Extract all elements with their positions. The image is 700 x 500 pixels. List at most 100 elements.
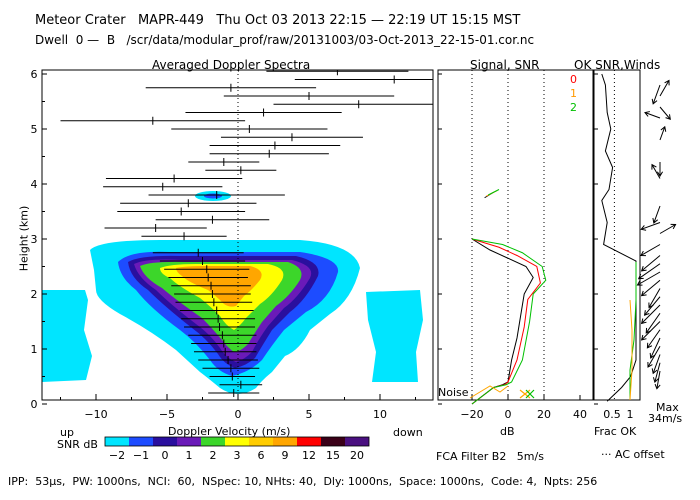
footer-params: IPP: 53μs, PW: 1000ns, NCI: 60, NSpec: 1… [8,475,598,488]
wind-vector [641,279,661,297]
wind-arrowhead [640,290,647,297]
spectra-y-tick-label: 1 [31,343,38,356]
wind-arrowhead [652,217,659,224]
colorbar-frame [104,436,370,447]
spectra-y-tick-label: 5 [31,123,38,136]
spectra-field [42,191,423,394]
spectra-y-tick-label: 4 [31,178,38,191]
wind-arrowhead [654,383,661,390]
winds-title: OK SNR,Winds [574,58,661,72]
wind-vector [637,271,661,286]
moment-bars [60,70,433,400]
wind-arrowhead [640,334,647,341]
spectra-x-tick-label: −5 [159,408,175,421]
spectra-blue-blob [204,193,222,199]
colorbar-level-label: −1 [133,449,149,462]
snr-x-tick-label: 40 [573,408,587,421]
spectra-x-tick-label: 5 [306,408,313,421]
down-label: down [393,426,423,439]
spectra-y-tick-label: 2 [31,288,38,301]
spectra-x-tick-label: 10 [373,408,387,421]
spectra-y-tick-label: 0 [31,398,38,411]
frac-ok-label: Frac OK [594,425,637,438]
colorbar-swatch [129,437,153,446]
wind-arrowhead [652,377,659,384]
spectra-title: Averaged Doppler Spectra [152,58,311,72]
frac-x-tick-label: 0.5 [603,408,621,421]
wind-vector [659,224,676,234]
snr-legend-label: 1 [570,87,577,100]
spectra-y-tick-label: 6 [31,68,38,81]
snr-surface-marker-orange [519,389,531,399]
ac-offset-dots: ··· [601,448,615,461]
frac-ok-orange [629,299,633,401]
colorbar-level-label: 1 [186,449,193,462]
colorbar-swatch [273,437,297,446]
frac-x-tick-label: 1 [627,408,634,421]
wind-arrowhead [665,114,671,120]
wind-vector [651,164,661,179]
wind-vector [644,296,661,316]
snr-x-tick-label: 20 [537,408,551,421]
wind-arrowhead [660,125,667,132]
wind-vector [659,126,666,141]
wind-arrowhead [640,266,647,272]
wind-vector [648,288,661,308]
ac-offset-label: ··· AC offset [594,437,665,461]
colorbar-swatch [177,437,201,446]
wind-arrowhead [643,310,650,316]
colorbar-level-label: 6 [258,449,265,462]
colorbar-swatch [201,437,225,446]
colorbar-swatch [105,437,129,446]
wind-vector [640,244,661,256]
header-line-2: Dwell 0 — B /scr/data/modular_prof/raw/2… [35,33,535,47]
wind-vector [647,345,661,368]
spectra-y-tick-label: 3 [31,233,38,246]
wind-arrowhead [636,280,643,286]
snr-db-label: SNR dB [57,438,98,451]
snr-fragment [487,189,500,196]
snr-noise-trace [469,385,509,399]
doppler-x-label: Doppler Velocity (m/s) [168,425,291,438]
header-line-1: Meteor Crater MAPR-449 Thu Oct 03 2013 2… [35,13,521,28]
colorbar-level-label: 20 [350,449,364,462]
wind-vector [656,370,661,389]
wind-arrowhead [670,223,677,230]
wind-vector [646,329,661,349]
frac-ok-line [601,73,637,402]
frac-ok-green [629,262,637,400]
fca-filter-label: FCA Filter B2 5m/s [436,450,544,463]
wind-vector [654,362,661,383]
colorbar-swatch [297,437,321,446]
colorbar-level-label: −2 [109,449,125,462]
snr-series-0 [471,238,534,405]
wind-arrowhead [664,79,670,86]
up-label: up [60,426,74,439]
colorbar-level-label: 12 [302,449,316,462]
colorbar-swatch [225,437,249,446]
colorbar-level-label: 3 [234,449,241,462]
wind-vector [652,84,661,104]
colorbar-level-label: 9 [282,449,289,462]
wind-vector [638,263,661,280]
wind-vector [659,106,671,120]
snr-title: Signal, SNR [470,58,540,72]
wind-vector [652,354,661,374]
max-speed-value: 34m/s [648,412,683,425]
wind-vector [641,255,661,272]
wind-arrowhead [640,318,647,325]
frac-frame [593,69,641,401]
wind-arrowhead [644,111,650,117]
wind-vector [659,80,670,97]
snr-legend-label: 0 [570,73,577,86]
wind-arrowhead [637,273,644,280]
colorbar-swatch [153,437,177,446]
colorbar-swatch [345,437,369,446]
colorbar-level-label: 0 [162,449,169,462]
snr-frame [437,69,594,401]
wind-vector [641,321,661,341]
wind-arrowhead [651,98,658,105]
wind-arrowhead [651,163,657,170]
snr-surface-marker-green [525,389,535,399]
wind-vector [641,222,661,230]
